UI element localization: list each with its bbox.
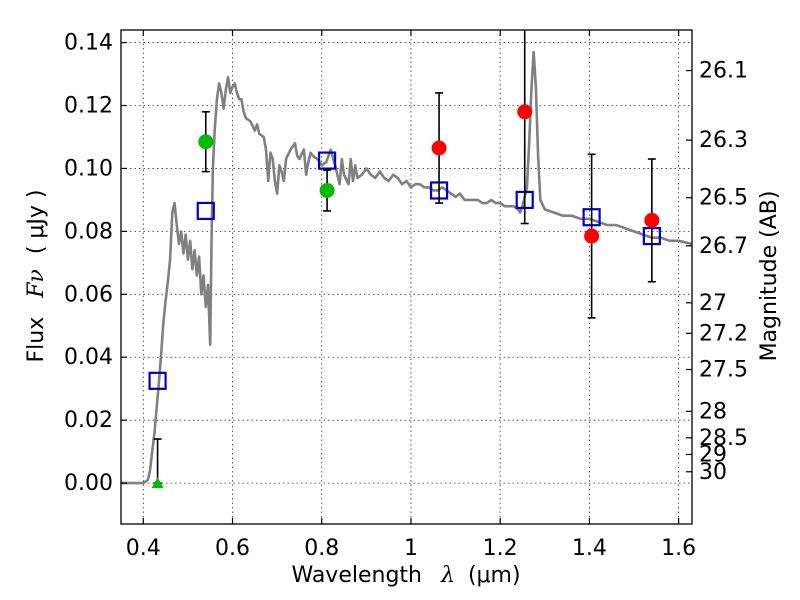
y2-tick-label: 27 [699, 291, 727, 316]
x-tick-label: 0.4 [126, 536, 161, 561]
plot-frame [120, 29, 693, 525]
y2-tick-label: 27.5 [699, 358, 748, 383]
model-photometry-point [317, 151, 337, 170]
y2-tick-label: 28 [699, 399, 727, 424]
y-axis-label: Flux Fν ( μJy ) [24, 189, 49, 362]
data-layer [121, 30, 692, 489]
observed-photometry-point [644, 212, 660, 228]
y2-tick-label: 29 [699, 442, 727, 467]
x-tick-label: 1 [404, 536, 418, 561]
plot-background [121, 30, 692, 524]
y2-tick-label: 26.7 [699, 234, 748, 259]
x-tick-label: 1.6 [661, 536, 696, 561]
x-tick-label: 1.2 [483, 536, 518, 561]
x-tick-label: 0.8 [304, 536, 339, 561]
observed-photometry-point [431, 140, 447, 156]
y-tick-label: 0.14 [64, 31, 113, 56]
observed-photometry-point [584, 228, 600, 244]
y-tick-label: 0.02 [64, 408, 113, 433]
observed-photometry-point [319, 182, 335, 198]
model-photometry-point [148, 371, 167, 390]
observed-photometry-point [198, 134, 214, 150]
y-tick-label: 0.00 [64, 471, 113, 496]
y2-axis-label: Magnitude (AB) [757, 191, 782, 362]
y-tick-label: 0.04 [64, 345, 113, 370]
x-axis-label: Wavelength λ (μm) [291, 563, 520, 588]
y-axis-label-unit: ( μJy ) [24, 189, 49, 254]
x-tick-label: 1.4 [572, 536, 607, 561]
y2-tick-label: 26.5 [699, 186, 748, 211]
y2-tick-label: 27.2 [699, 321, 748, 346]
observed-photometry-point [517, 104, 533, 120]
y-tick-label: 0.10 [64, 156, 113, 181]
x-axis-label-symbol: λ [440, 563, 455, 588]
x-tick-label: 0.6 [215, 536, 250, 561]
y2-tick-label: 26.1 [699, 59, 748, 84]
y-tick-label: 0.12 [64, 94, 113, 119]
y2-tick-label: 30 [699, 460, 727, 485]
y-tick-label: 0.08 [64, 219, 113, 244]
y-axis-label-prefix: Flux [24, 317, 49, 363]
y2-tick-label: 26.3 [699, 128, 748, 153]
model-photometry-point [196, 201, 215, 221]
x-axis-label-prefix: Wavelength [291, 563, 422, 588]
y2-tick-label: 28.5 [699, 426, 748, 451]
model-sed-line [121, 50, 692, 485]
upper-limit-point [151, 477, 164, 489]
tick-marks: 0.00 0.02 0.04 0.06 0.08 0.10 0.12 0.14 0.4 0.6 0.… [64, 30, 748, 561]
y-tick-label: 0.06 [64, 282, 113, 307]
x-axis-label-unit: (μm) [468, 563, 521, 588]
y-axis-label-symbol: Fν [24, 269, 49, 299]
